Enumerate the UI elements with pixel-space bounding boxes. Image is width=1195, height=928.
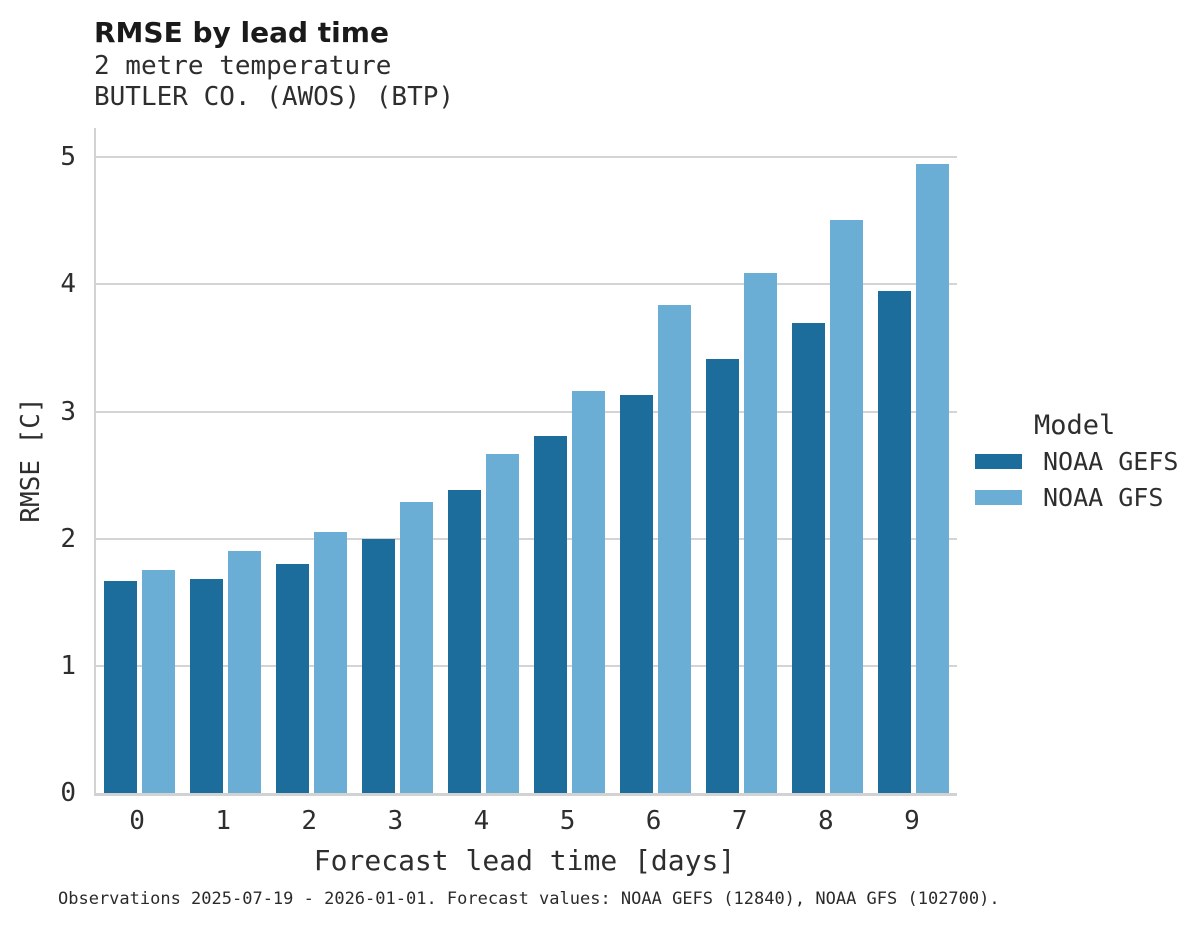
bar-groups — [96, 128, 957, 793]
x-tick-label-5: 5 — [559, 806, 576, 836]
bar-group-8 — [785, 128, 871, 793]
bar-noaa-gefs-day-9 — [878, 291, 912, 793]
legend: Model NOAA GEFS NOAA GFS — [975, 410, 1190, 514]
bar-noaa-gefs-day-6 — [620, 395, 654, 793]
plot-area — [94, 128, 957, 796]
legend-entry-noaa-gefs: NOAA GEFS — [975, 444, 1190, 478]
y-tick-label-4: 4 — [60, 269, 76, 300]
bar-noaa-gfs-day-7 — [744, 273, 778, 793]
bar-noaa-gefs-day-7 — [706, 359, 740, 793]
y-tick-label-1: 1 — [60, 650, 76, 681]
bar-group-0 — [96, 128, 182, 793]
bar-noaa-gefs-day-4 — [447, 490, 481, 793]
bar-noaa-gfs-day-4 — [485, 454, 519, 793]
chart-caption: Observations 2025-07-19 - 2026-01-01. Fo… — [58, 889, 1000, 909]
legend-title: Model — [1034, 410, 1116, 441]
x-tick-label-9: 9 — [904, 806, 920, 836]
x-tick-label-0: 0 — [129, 806, 145, 836]
gridline-y-3 — [96, 410, 957, 413]
gridline-y-4 — [96, 283, 957, 286]
bar-group-5 — [526, 128, 612, 793]
legend-label: NOAA GFS — [1043, 482, 1164, 512]
gridline-y-5 — [96, 156, 957, 159]
y-tick-label-3: 3 — [60, 396, 76, 427]
bar-group-7 — [699, 128, 785, 793]
chart-subtitle-line2: BUTLER CO. (AWOS) (BTP) — [94, 82, 455, 112]
x-tick-label-1: 1 — [215, 806, 231, 836]
gridline-y-1 — [96, 664, 957, 667]
x-tick-label-3: 3 — [387, 806, 404, 836]
bar-noaa-gefs-day-2 — [275, 564, 309, 793]
legend-swatch — [975, 489, 1022, 505]
bar-noaa-gfs-day-2 — [313, 532, 347, 793]
bar-group-6 — [613, 128, 699, 793]
legend-swatch — [975, 453, 1022, 469]
legend-label: NOAA GEFS — [1043, 446, 1179, 476]
legend-entry-noaa-gfs: NOAA GFS — [975, 480, 1190, 514]
bar-noaa-gfs-day-8 — [830, 220, 864, 793]
y-tick-label-5: 5 — [60, 142, 76, 173]
bar-noaa-gefs-day-0 — [103, 581, 137, 793]
x-tick-label-8: 8 — [817, 806, 834, 836]
bar-group-1 — [182, 128, 268, 793]
bar-group-3 — [354, 128, 440, 793]
bar-noaa-gfs-day-0 — [141, 570, 175, 793]
chart-title: RMSE by lead time — [94, 16, 389, 49]
x-axis-tick-labels: 0 1 2 3 4 5 6 7 8 9 — [94, 806, 955, 836]
legend-entries: NOAA GEFS NOAA GFS — [975, 444, 1190, 514]
bar-noaa-gfs-day-5 — [572, 391, 606, 793]
chart-subtitle: 2 metre temperature BUTLER CO. (AWOS) (B… — [94, 51, 454, 113]
bar-noaa-gfs-day-3 — [399, 502, 433, 793]
chart-subtitle-line1: 2 metre temperature — [94, 51, 392, 81]
bar-group-4 — [440, 128, 526, 793]
y-tick-label-0: 0 — [60, 778, 76, 808]
bar-noaa-gfs-day-6 — [658, 305, 692, 793]
bar-noaa-gefs-day-5 — [534, 436, 568, 793]
bar-noaa-gfs-day-1 — [227, 551, 261, 793]
x-axis-title: Forecast lead time [days] — [313, 844, 736, 877]
bar-noaa-gfs-day-9 — [916, 164, 950, 793]
bar-noaa-gefs-day-3 — [361, 539, 395, 793]
y-tick-label-2: 2 — [60, 523, 76, 554]
x-tick-label-4: 4 — [473, 806, 490, 836]
x-tick-label-2: 2 — [301, 806, 318, 836]
bar-group-9 — [871, 128, 957, 793]
gridline-y-2 — [96, 537, 957, 540]
bar-noaa-gefs-day-8 — [792, 323, 826, 793]
x-tick-label-6: 6 — [645, 806, 662, 836]
bar-noaa-gefs-day-1 — [189, 579, 223, 793]
bar-group-2 — [268, 128, 354, 793]
x-tick-label-7: 7 — [731, 806, 748, 836]
